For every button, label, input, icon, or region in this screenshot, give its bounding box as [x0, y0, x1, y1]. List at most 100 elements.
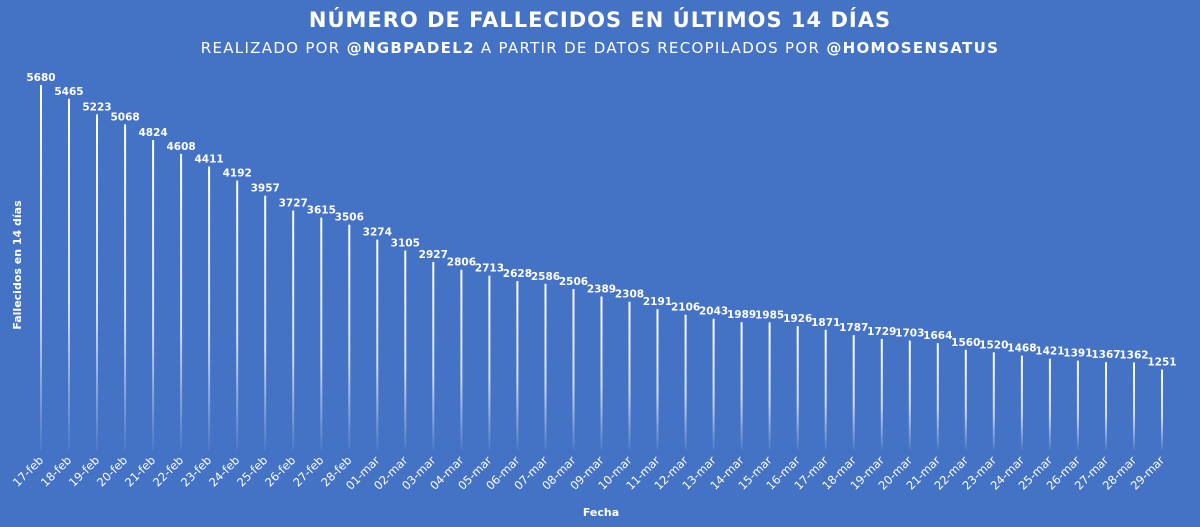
data-label-28-feb: 3506: [335, 212, 364, 224]
data-label-22-mar: 1560: [951, 337, 980, 349]
data-label-26-mar: 1391: [1063, 348, 1092, 360]
bar-09-mar: [600, 296, 603, 450]
bar-13-mar: [712, 318, 715, 450]
x-tick-25-feb: 25-feb: [234, 453, 270, 489]
data-label-02-mar: 3105: [391, 238, 420, 250]
data-label-27-feb: 3615: [307, 205, 336, 217]
x-tick-24-feb: 24-feb: [206, 453, 242, 489]
x-tick-21-feb: 21-feb: [122, 453, 158, 489]
data-label-22-feb: 4608: [166, 141, 195, 153]
data-label-20-feb: 5068: [110, 111, 139, 123]
data-label-04-mar: 2806: [447, 257, 476, 269]
data-label-12-mar: 2106: [671, 302, 700, 314]
data-label-06-mar: 2628: [503, 268, 532, 280]
bar-24-feb: [236, 180, 239, 450]
bar-12-mar: [684, 314, 687, 450]
bar-19-mar: [880, 338, 883, 450]
chart-subtitle: REALIZADO POR @NGBPADEL2 A PARTIR DE DAT…: [0, 39, 1200, 57]
bar-14-mar: [740, 322, 743, 450]
bar-04-mar: [460, 269, 463, 450]
data-label-09-mar: 2389: [587, 284, 616, 296]
bar-20-feb: [124, 124, 127, 451]
y-axis-title: Fallecidos en 14 días: [11, 200, 24, 330]
source-handle: @HOMOSENSATUS: [826, 39, 1000, 57]
data-label-15-mar: 1985: [755, 309, 784, 321]
data-label-27-mar: 1367: [1091, 349, 1120, 361]
data-label-10-mar: 2308: [615, 289, 644, 301]
bar-07-mar: [544, 283, 547, 450]
data-label-24-mar: 1468: [1007, 343, 1036, 355]
bar-17-mar: [824, 329, 827, 450]
author-handle: @NGBPADEL2: [346, 39, 475, 57]
bar-29-mar: [1161, 369, 1163, 450]
data-label-23-mar: 1520: [979, 339, 1008, 351]
x-tick-17-feb: 17-feb: [10, 453, 46, 489]
data-label-23-feb: 4411: [194, 154, 223, 166]
bar-23-feb: [208, 166, 211, 450]
subtitle-text-2: A PARTIR DE DATOS RECOPILADOS POR: [474, 39, 827, 57]
data-label-25-feb: 3957: [251, 183, 280, 195]
bar-01-mar: [376, 239, 379, 450]
data-label-14-mar: 1989: [727, 309, 756, 321]
bar-27-mar: [1105, 362, 1107, 450]
bar-22-feb: [180, 153, 183, 450]
data-label-05-mar: 2713: [475, 263, 504, 275]
bar-22-mar: [964, 349, 967, 450]
data-label-17-mar: 1871: [811, 317, 840, 329]
data-label-25-mar: 1421: [1035, 346, 1064, 358]
bar-10-mar: [628, 301, 631, 450]
bar-18-mar: [852, 335, 855, 450]
x-tick-23-feb: 23-feb: [178, 453, 214, 489]
x-tick-18-feb: 18-feb: [38, 453, 74, 489]
x-axis-ticks: 17-feb18-feb19-feb20-feb21-feb22-feb23-f…: [10, 453, 1167, 493]
bar-17-feb: [40, 85, 42, 450]
data-label-13-mar: 2043: [699, 306, 728, 318]
x-tick-20-feb: 20-feb: [94, 453, 130, 489]
bar-20-mar: [908, 340, 911, 450]
x-tick-22-feb: 22-feb: [150, 453, 186, 489]
data-label-21-mar: 1664: [923, 330, 952, 342]
bar-24-mar: [1020, 355, 1023, 450]
data-label-26-feb: 3727: [279, 198, 308, 210]
bar-28-mar: [1133, 362, 1135, 450]
bar-25-mar: [1048, 358, 1051, 450]
data-label-08-mar: 2506: [559, 276, 588, 288]
data-label-11-mar: 2191: [643, 296, 672, 308]
data-label-18-feb: 5465: [54, 86, 83, 98]
data-label-20-mar: 1703: [895, 328, 924, 340]
bar-11-mar: [656, 309, 659, 450]
bar-26-mar: [1076, 360, 1079, 450]
x-tick-27-feb: 27-feb: [290, 453, 326, 489]
data-label-21-feb: 4824: [138, 127, 167, 139]
data-label-24-feb: 4192: [223, 168, 252, 180]
bar-08-mar: [572, 289, 575, 450]
data-label-01-mar: 3274: [363, 227, 392, 239]
bar-05-mar: [488, 275, 491, 450]
data-label-07-mar: 2586: [531, 271, 560, 283]
data-label-17-feb: 5680: [26, 72, 55, 84]
bars: [40, 85, 1163, 451]
x-tick-26-feb: 26-feb: [262, 453, 298, 489]
bar-23-mar: [992, 352, 995, 450]
data-label-29-mar: 1251: [1147, 357, 1176, 369]
bar-25-feb: [264, 195, 267, 450]
bar-28-feb: [348, 224, 351, 450]
data-label-18-mar: 1787: [839, 322, 868, 334]
x-tick-19-feb: 19-feb: [66, 453, 102, 489]
bar-03-mar: [432, 261, 435, 450]
data-label-03-mar: 2927: [419, 249, 448, 261]
chart-title: NÚMERO DE FALLECIDOS EN ÚLTIMOS 14 DÍAS: [308, 8, 892, 32]
data-label-28-mar: 1362: [1119, 350, 1148, 362]
data-label-19-mar: 1729: [867, 326, 896, 338]
bar-16-mar: [796, 326, 799, 450]
bar-26-feb: [292, 210, 295, 450]
data-label-16-mar: 1926: [783, 313, 812, 325]
data-label-19-feb: 5223: [82, 101, 111, 113]
subtitle-text-1: REALIZADO POR: [200, 39, 347, 57]
bar-02-mar: [404, 250, 407, 450]
x-axis-title: Fecha: [583, 506, 619, 519]
bar-27-feb: [320, 217, 323, 450]
